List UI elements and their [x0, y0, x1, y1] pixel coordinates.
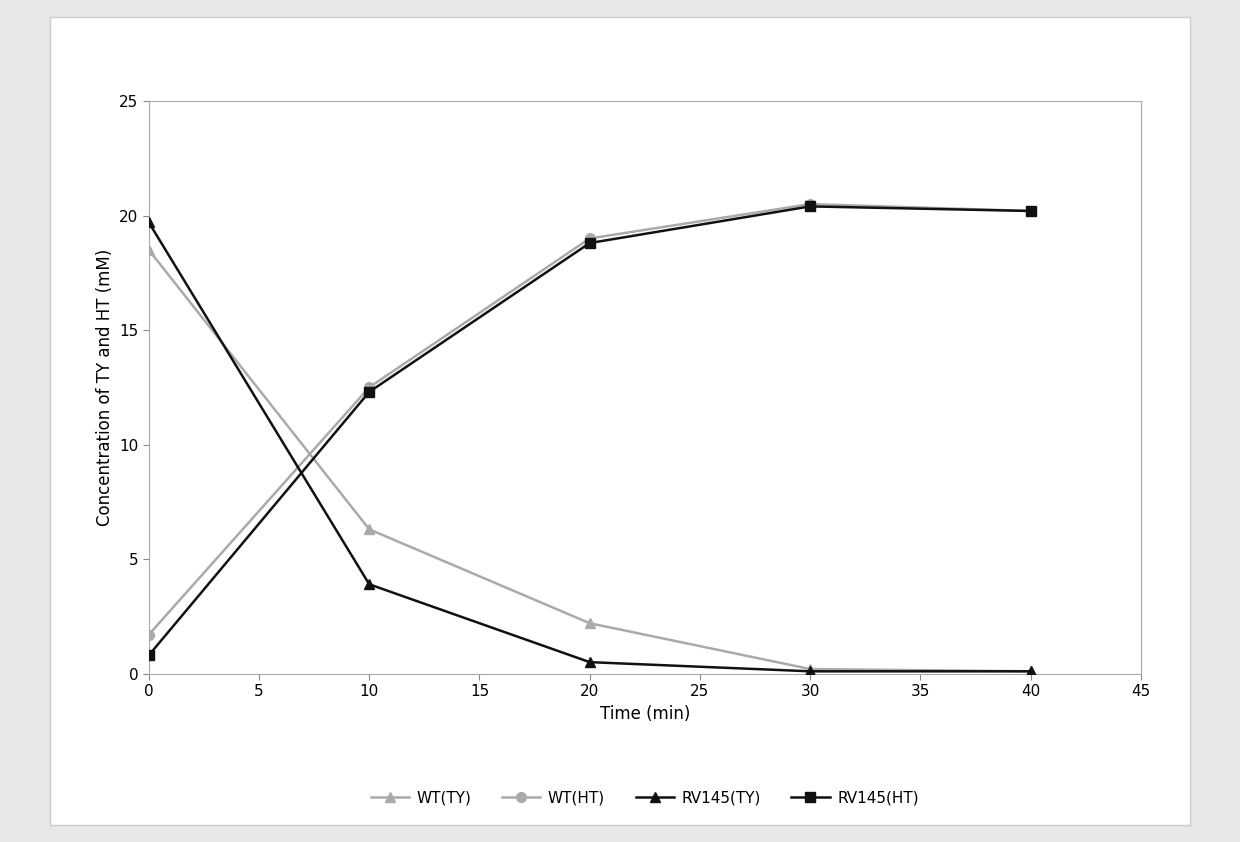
RV145(TY)	[362, 579, 377, 589]
RV145(TY)	[141, 217, 156, 227]
RV145(HT)	[1023, 206, 1038, 216]
Line: RV145(TY): RV145(TY)	[144, 217, 1035, 676]
RV145(HT)	[362, 386, 377, 397]
WT(TY)	[362, 525, 377, 535]
Line: WT(HT): WT(HT)	[144, 200, 1035, 640]
Line: RV145(HT): RV145(HT)	[144, 201, 1035, 660]
Line: WT(TY): WT(TY)	[144, 245, 1035, 676]
WT(TY)	[1023, 666, 1038, 676]
RV145(TY)	[802, 666, 817, 676]
WT(HT)	[1023, 206, 1038, 216]
X-axis label: Time (min): Time (min)	[600, 705, 689, 722]
RV145(HT)	[802, 201, 817, 211]
RV145(HT)	[583, 238, 598, 248]
WT(TY)	[141, 245, 156, 255]
WT(HT)	[802, 199, 817, 209]
RV145(TY)	[583, 657, 598, 667]
RV145(TY)	[1023, 666, 1038, 676]
Y-axis label: Concentration of TY and HT (mM): Concentration of TY and HT (mM)	[95, 248, 114, 526]
WT(TY)	[583, 618, 598, 628]
WT(HT)	[583, 233, 598, 243]
WT(TY)	[802, 664, 817, 674]
RV145(HT)	[141, 650, 156, 660]
WT(HT)	[141, 630, 156, 640]
Legend: WT(TY), WT(HT), RV145(TY), RV145(HT): WT(TY), WT(HT), RV145(TY), RV145(HT)	[365, 784, 925, 812]
WT(HT)	[362, 382, 377, 392]
